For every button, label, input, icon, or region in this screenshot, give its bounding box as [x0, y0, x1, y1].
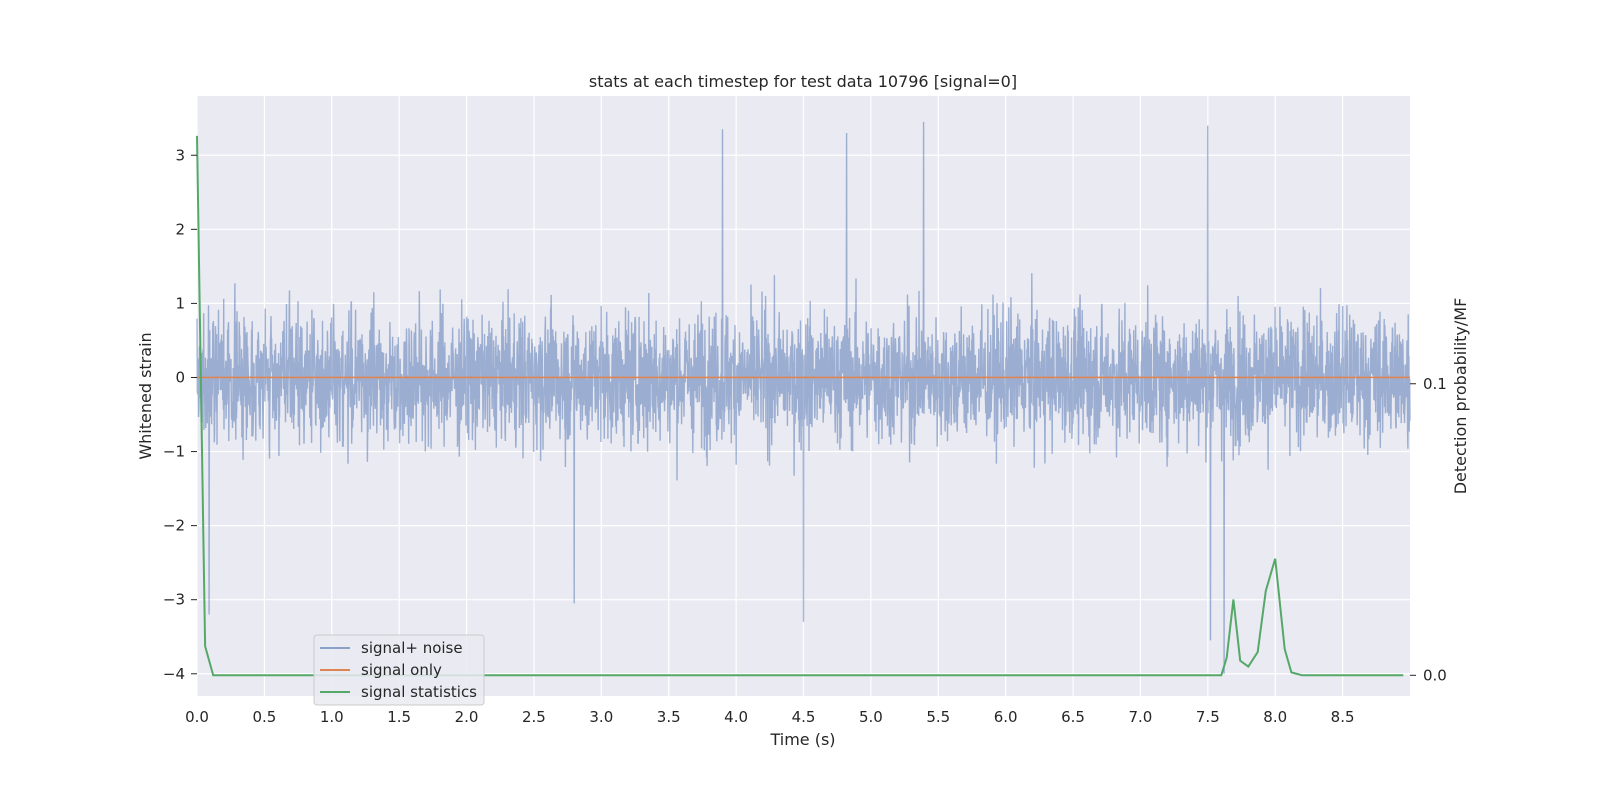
y-axis-ticks: 3 2 1 0 −1 −2 −3 −4	[163, 146, 197, 683]
x-tick-label: 0.0	[185, 708, 209, 726]
legend-label-2: signal statistics	[361, 683, 477, 701]
x-tick-label: 8.0	[1263, 708, 1287, 726]
y-tick-label: 1	[175, 294, 185, 312]
x-tick-label: 3.5	[657, 708, 681, 726]
x-tick-label: 7.5	[1196, 708, 1220, 726]
y-tick-label: 2	[175, 220, 185, 238]
y-tick-label: −3	[163, 591, 185, 609]
signal-noise-trace	[196, 121, 1411, 674]
x-tick-label: 1.0	[320, 708, 344, 726]
x-tick-label: 3.0	[589, 708, 613, 726]
legend-box	[313, 634, 485, 706]
y-tick-label: −4	[163, 665, 185, 683]
y-tick-label: 0	[175, 368, 185, 386]
x-tick-label: 6.5	[1061, 708, 1085, 726]
y2-axis-label: Detection probability/MF	[1451, 298, 1470, 495]
x-tick-label: 4.5	[792, 708, 816, 726]
y2-axis-ticks: 0.1 0.0	[1410, 375, 1447, 684]
y-tick-label: −1	[163, 443, 185, 461]
x-tick-label: 1.5	[387, 708, 411, 726]
x-axis-label: Time (s)	[769, 730, 835, 749]
x-tick-label: 0.5	[252, 708, 276, 726]
chart-title: stats at each timestep for test data 107…	[589, 72, 1017, 91]
y-tick-label: 3	[175, 146, 185, 164]
y-axis-label: Whitened strain	[136, 332, 155, 459]
noise-line	[196, 121, 1411, 674]
legend-label-0: signal+ noise	[361, 639, 463, 657]
x-tick-label: 2.5	[522, 708, 546, 726]
legend: signal+ noise signal only signal statistic…	[313, 634, 485, 706]
x-axis-ticks: 0.0 0.5 1.0 1.5 2.0 2.5 3.0 3.5 4.0 4.5 5.0 5.5 6.0 6…	[185, 708, 1354, 726]
x-tick-label: 7.0	[1129, 708, 1153, 726]
legend-label-1: signal only	[361, 661, 442, 679]
x-tick-label: 6.0	[994, 708, 1018, 726]
y2-tick-label: 0.1	[1423, 375, 1447, 393]
x-tick-label: 4.0	[724, 708, 748, 726]
y2-tick-label: 0.0	[1423, 666, 1447, 684]
x-tick-label: 5.5	[926, 708, 950, 726]
x-tick-label: 5.0	[859, 708, 883, 726]
y-tick-label: −2	[163, 517, 185, 535]
x-tick-label: 2.0	[455, 708, 479, 726]
x-tick-label: 8.5	[1331, 708, 1355, 726]
